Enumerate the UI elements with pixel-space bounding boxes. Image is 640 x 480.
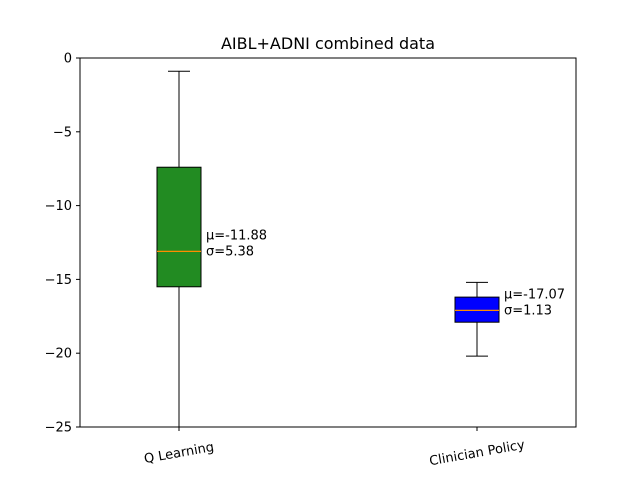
iqr-box [454, 296, 500, 323]
y-tick-label: −20 [45, 347, 72, 362]
x-tick-label: Clinician Policy [428, 438, 526, 470]
y-tick-label: −5 [53, 125, 72, 140]
y-tick-label: −25 [45, 421, 72, 436]
y-tick-label: 0 [64, 52, 72, 67]
plot-frame [79, 57, 577, 428]
mean-annotation: μ=-11.88 [206, 228, 267, 243]
boxes-group: μ=-11.88σ=5.38 μ=-17.07σ=1.13 [156, 70, 565, 427]
box-q-learning: μ=-11.88σ=5.38 [156, 70, 267, 427]
mean-annotation: μ=-17.07 [504, 287, 565, 302]
y-tick-label: −15 [45, 273, 72, 288]
std-annotation: σ=1.13 [504, 303, 552, 318]
iqr-box [156, 166, 202, 288]
box-clinician-policy: μ=-17.07σ=1.13 [454, 281, 565, 357]
y-axis: 0 −5 −10 −15 −20 −25 [45, 52, 80, 436]
x-tick-label: Q Learning [143, 440, 215, 467]
std-annotation: σ=5.38 [206, 244, 254, 259]
chart-title: AIBL+ADNI combined data [221, 34, 435, 53]
x-axis: Q Learning Clinician Policy [143, 427, 526, 469]
y-tick-label: −10 [45, 199, 72, 214]
